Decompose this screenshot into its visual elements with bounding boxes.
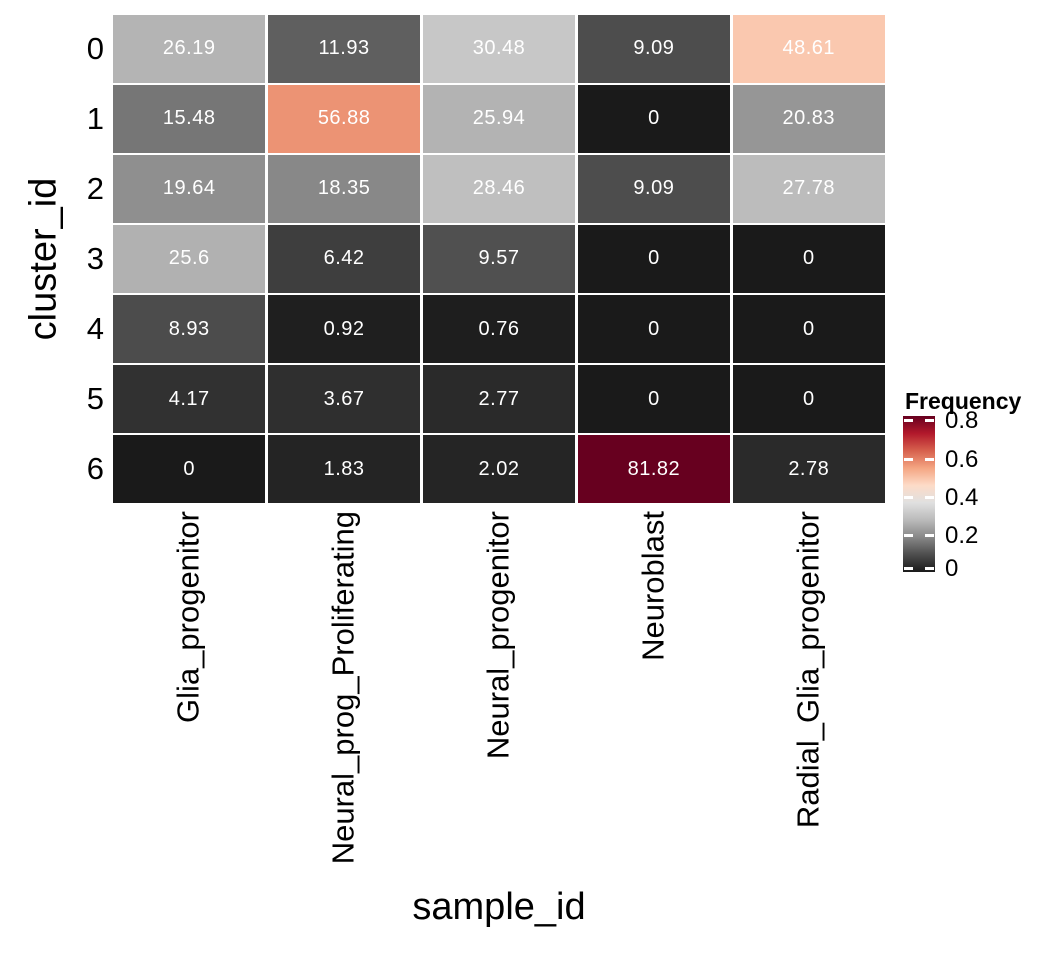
legend-tick-mark (925, 567, 934, 570)
heatmap-cell-5-Neural_progenitor: 2.77 (422, 365, 576, 433)
y-tick-label-3: 3 (86, 240, 104, 276)
heatmap-cell-1-Neural_progenitor: 25.94 (422, 85, 576, 153)
heatmap-cell-6-Glia_progenitor: 0 (113, 435, 266, 503)
legend-tick-mark (925, 419, 934, 423)
heatmap-cell-0-Neuroblast: 9.09 (577, 15, 731, 83)
heatmap-cell-0-Neural_prog_Proliferating: 11.93 (267, 15, 421, 83)
heatmap-cell-6-Neural_prog_Proliferating: 1.83 (267, 435, 421, 503)
y-tick-label-5: 5 (86, 381, 104, 417)
heatmap-cell-2-Neuroblast: 9.09 (577, 155, 731, 223)
heatmap-cell-4-Neural_prog_Proliferating: 0.92 (267, 295, 421, 363)
y-tick-label-0: 0 (86, 30, 104, 66)
legend-tick-mark (904, 495, 913, 499)
legend-tick-mark (904, 457, 913, 461)
heatmap-cell-5-Radial_Glia_progenitor: 0 (732, 365, 885, 433)
heatmap-cell-6-Radial_Glia_progenitor: 2.78 (732, 435, 885, 503)
heatmap-cell-3-Neural_progenitor: 9.57 (422, 225, 576, 293)
y-tick-label-6: 6 (86, 451, 104, 487)
legend-tick-mark (904, 533, 913, 537)
legend-tick-mark (925, 495, 934, 499)
heatmap-cell-2-Glia_progenitor: 19.64 (113, 155, 266, 223)
heatmap-cell-2-Neural_prog_Proliferating: 18.35 (267, 155, 421, 223)
heatmap-cell-6-Neuroblast: 81.82 (577, 435, 731, 503)
legend-tick-label-0: 0 (945, 555, 959, 582)
legend-colorbar (903, 416, 935, 572)
heatmap-cell-1-Neural_prog_Proliferating: 56.88 (267, 85, 421, 153)
legend-tick-label-0.2: 0.2 (945, 521, 979, 549)
y-tick-label-2: 2 (86, 170, 104, 206)
heatmap-cell-1-Radial_Glia_progenitor: 20.83 (732, 85, 885, 153)
x-tick-label-Neuroblast: Neuroblast (635, 511, 671, 661)
legend-tick-label-0.6: 0.6 (945, 445, 979, 473)
heatmap-cell-5-Neural_prog_Proliferating: 3.67 (267, 365, 421, 433)
x-axis-title: sample_id (412, 886, 586, 928)
x-tick-label-Glia_progenitor: Glia_progenitor (170, 511, 206, 723)
heatmap-cell-5-Glia_progenitor: 4.17 (113, 365, 266, 433)
heatmap-cell-4-Neuroblast: 0 (577, 295, 731, 363)
heatmap-cell-4-Glia_progenitor: 8.93 (113, 295, 266, 363)
heatmap-cell-3-Neural_prog_Proliferating: 6.42 (267, 225, 421, 293)
heatmap-cell-2-Neural_progenitor: 28.46 (422, 155, 576, 223)
heatmap-cell-1-Glia_progenitor: 15.48 (113, 85, 266, 153)
legend-tick-label-0.4: 0.4 (945, 483, 979, 511)
legend-tick-mark (925, 533, 934, 537)
heatmap-cell-5-Neuroblast: 0 (577, 365, 731, 433)
legend-title: Frequency (905, 388, 1022, 414)
legend-tick-mark (925, 457, 934, 461)
heatmap-grid: 26.19 11.93 30.48 9.09 48.61 15.48 56.88 25.94 0… (113, 15, 885, 503)
legend-tick-mark (904, 419, 913, 423)
heatmap-cell-2-Radial_Glia_progenitor: 27.78 (732, 155, 885, 223)
heatmap-cell-3-Glia_progenitor: 25.6 (113, 225, 266, 293)
heatmap-cell-6-Neural_progenitor: 2.02 (422, 435, 576, 503)
heatmap-cell-1-Neuroblast: 0 (577, 85, 731, 153)
heatmap-cell-3-Radial_Glia_progenitor: 0 (732, 225, 885, 293)
heatmap-cell-0-Neural_progenitor: 30.48 (422, 15, 576, 83)
y-tick-label-1: 1 (86, 100, 104, 136)
legend-tick-mark (904, 567, 913, 570)
y-tick-label-4: 4 (86, 311, 104, 347)
legend-tick-label-0.8: 0.8 (945, 407, 979, 435)
x-tick-label-Neural_progenitor: Neural_progenitor (480, 511, 516, 760)
heatmap-cell-4-Neural_progenitor: 0.76 (422, 295, 576, 363)
heatmap-cell-3-Neuroblast: 0 (577, 225, 731, 293)
x-tick-label-Neural_prog_Proliferating: Neural_prog_Proliferating (325, 511, 361, 865)
heatmap-cell-4-Radial_Glia_progenitor: 0 (732, 295, 885, 363)
heatmap-cell-0-Radial_Glia_progenitor: 48.61 (732, 15, 885, 83)
x-tick-label-Radial_Glia_progenitor: Radial_Glia_progenitor (790, 511, 826, 829)
legend: Frequency 0.8 0.6 0.4 0.2 0 (903, 388, 1056, 589)
heatmap-cell-0-Glia_progenitor: 26.19 (113, 15, 266, 83)
